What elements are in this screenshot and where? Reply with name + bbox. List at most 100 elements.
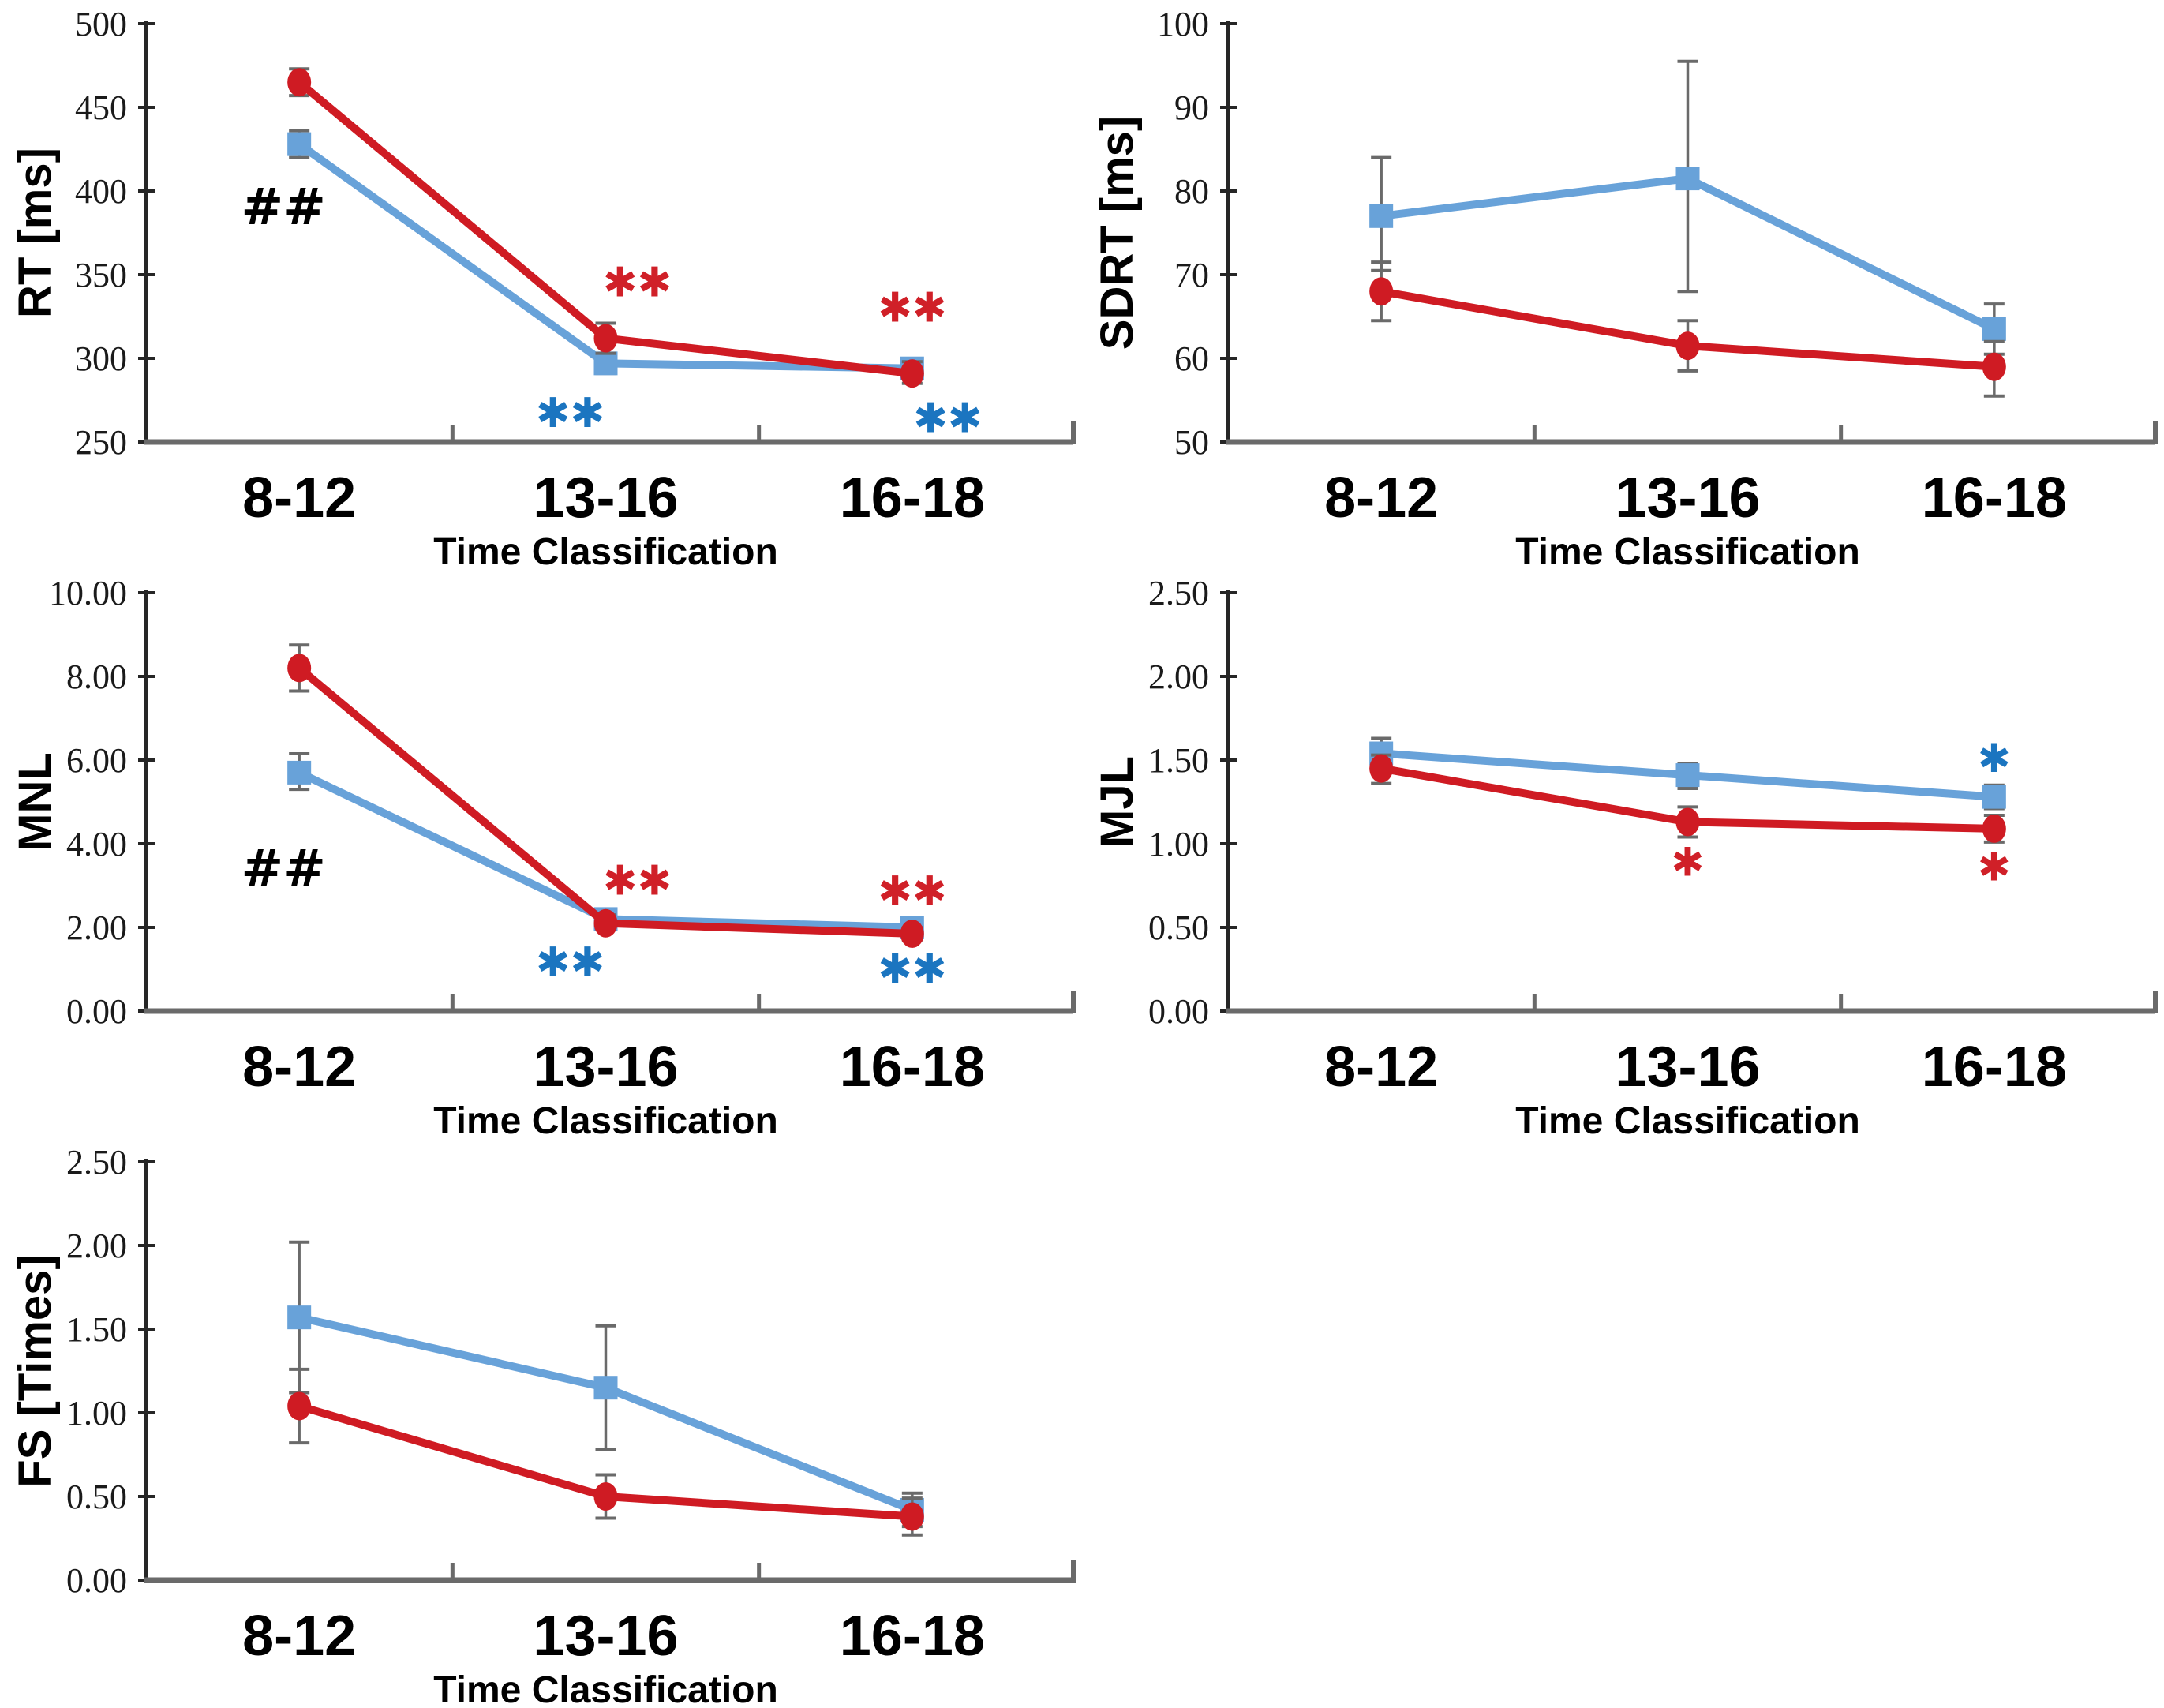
chart-mnl: 0.00 2.00 4.00 6.00 8.00 10.00 MNL 8-12 13-16 16-… — [0, 569, 1082, 1138]
y-tick-label: 1.00 — [1148, 825, 1209, 863]
y-tick-label: 0.50 — [66, 1478, 127, 1516]
circle-marker — [287, 68, 312, 97]
square-marker — [593, 351, 618, 376]
category-label: 13-16 — [1615, 1036, 1760, 1099]
circle-marker — [1675, 807, 1700, 837]
y-tick-label: 500 — [75, 5, 127, 43]
y-tick-label: 2.50 — [1148, 574, 1209, 612]
square-marker — [1982, 785, 2006, 809]
square-marker — [1675, 167, 1700, 191]
square-marker — [1675, 763, 1700, 788]
category-label: 16-18 — [1922, 1036, 2067, 1099]
x-axis: 8-12 13-16 16-18 — [144, 1560, 1076, 1668]
y-axis: 0.00 2.00 4.00 6.00 8.00 10.00 — [49, 574, 155, 1031]
significance-annotation: ✱✱ — [603, 858, 672, 905]
circle-marker — [1675, 331, 1700, 361]
square-marker — [287, 132, 312, 156]
x-axis: 8-12 13-16 16-18 — [1226, 421, 2158, 530]
chart-svg-rt: 250 300 350 400 450 500 RT [ms] 8-12 13-16 16-18 T… — [9, 5, 1076, 569]
category-label: 16-18 — [840, 1605, 985, 1668]
chart-svg-mjl: 0.00 0.50 1.00 1.50 2.00 2.50 MJL 8-12 13-16 16-1… — [1091, 574, 2158, 1138]
y-tick-label: 2.50 — [66, 1143, 127, 1182]
circle-marker — [287, 654, 312, 683]
y-axis: 50 60 70 80 90 100 — [1157, 5, 1237, 462]
x-axis: 8-12 13-16 16-18 — [1226, 991, 2158, 1099]
y-tick-label: 2.00 — [66, 908, 127, 947]
significance-annotation: ## — [241, 840, 326, 898]
x-axis: 8-12 13-16 16-18 — [144, 421, 1076, 530]
category-label: 16-18 — [1922, 466, 2067, 530]
series-red-circles — [287, 67, 924, 388]
y-axis-title: FS [Times] — [9, 1254, 61, 1487]
category-label: 13-16 — [533, 466, 678, 530]
significance-annotation: ✱✱ — [913, 395, 982, 442]
y-tick-label: 0.00 — [66, 992, 127, 1031]
circle-marker — [1982, 814, 2006, 843]
circle-marker — [1982, 352, 2006, 381]
y-axis-title: SDRT [ms] — [1091, 116, 1143, 350]
significance-annotation: ✱✱ — [878, 284, 946, 331]
y-axis: 0.00 0.50 1.00 1.50 2.00 2.50 — [1148, 574, 1237, 1031]
square-marker — [1369, 204, 1394, 228]
y-tick-label: 350 — [75, 256, 127, 294]
x-axis-title: Time Classification — [433, 1100, 778, 1138]
significance-annotation: ✱ — [1978, 845, 2011, 890]
y-axis-title: RT [ms] — [9, 148, 61, 318]
category-label: 16-18 — [840, 1036, 985, 1099]
y-tick-label: 4.00 — [66, 825, 127, 863]
circle-marker — [593, 908, 618, 938]
y-tick-label: 400 — [75, 172, 127, 211]
circle-marker — [1369, 277, 1394, 306]
y-axis-title: MNL — [9, 752, 61, 852]
series-red-circles — [1369, 753, 2006, 844]
chart-sdrt: 50 60 70 80 90 100 SDRT [ms] 8-12 13-16 16-18 Time… — [1082, 0, 2164, 569]
y-tick-label: 70 — [1174, 256, 1209, 294]
y-tick-label: 1.00 — [66, 1394, 127, 1433]
significance-annotation: ✱✱ — [878, 946, 946, 993]
square-marker — [1982, 317, 2006, 341]
y-tick-label: 250 — [75, 423, 127, 462]
series-blue-squares — [1369, 59, 2006, 356]
square-marker — [287, 1305, 312, 1330]
chart-mjl: 0.00 0.50 1.00 1.50 2.00 2.50 MJL 8-12 13-16 16-1… — [1082, 569, 2164, 1138]
chart-svg-mnl: 0.00 2.00 4.00 6.00 8.00 10.00 MNL 8-12 13-16 16-… — [9, 574, 1076, 1138]
y-tick-label: 0.50 — [1148, 908, 1209, 947]
chart-rt: 250 300 350 400 450 500 RT [ms] 8-12 13-16 16-18 T… — [0, 0, 1082, 569]
y-tick-label: 80 — [1174, 172, 1209, 211]
y-tick-label: 0.00 — [1148, 992, 1209, 1031]
circle-marker — [900, 1502, 924, 1531]
square-marker — [593, 1376, 618, 1400]
significance-annotation: ✱✱ — [603, 260, 672, 307]
significance-annotation: ✱✱ — [536, 939, 605, 987]
square-marker — [287, 760, 312, 785]
category-label: 16-18 — [840, 466, 985, 530]
x-axis-title: Time Classification — [1515, 1100, 1860, 1138]
y-tick-label: 50 — [1174, 423, 1209, 462]
y-tick-label: 1.50 — [1148, 741, 1209, 780]
significance-annotation: ✱✱ — [878, 868, 946, 916]
y-tick-label: 60 — [1174, 339, 1209, 378]
y-tick-label: 90 — [1174, 88, 1209, 127]
category-label: 13-16 — [533, 1036, 678, 1099]
category-label: 8-12 — [1324, 466, 1438, 530]
x-axis: 8-12 13-16 16-18 — [144, 991, 1076, 1099]
chart-svg-sdrt: 50 60 70 80 90 100 SDRT [ms] 8-12 13-16 16-18 Time… — [1091, 5, 2158, 569]
series-red-circles — [287, 1367, 924, 1537]
error-bars — [289, 752, 923, 935]
x-axis-title: Time Classification — [433, 531, 778, 569]
circle-marker — [593, 324, 618, 353]
circle-marker — [900, 919, 924, 948]
category-label: 8-12 — [242, 1036, 356, 1099]
circle-marker — [593, 1482, 618, 1511]
y-tick-label: 0.00 — [66, 1561, 127, 1600]
circle-marker — [1369, 754, 1394, 783]
category-label: 8-12 — [1324, 1036, 1438, 1099]
y-axis: 250 300 350 400 450 500 — [75, 5, 155, 462]
circle-marker — [287, 1391, 312, 1421]
x-axis-title: Time Classification — [1515, 531, 1860, 569]
y-tick-label: 100 — [1157, 5, 1209, 43]
y-tick-label: 300 — [75, 339, 127, 378]
y-axis: 0.00 0.50 1.00 1.50 2.00 2.50 — [66, 1143, 155, 1600]
circle-marker — [900, 359, 924, 388]
